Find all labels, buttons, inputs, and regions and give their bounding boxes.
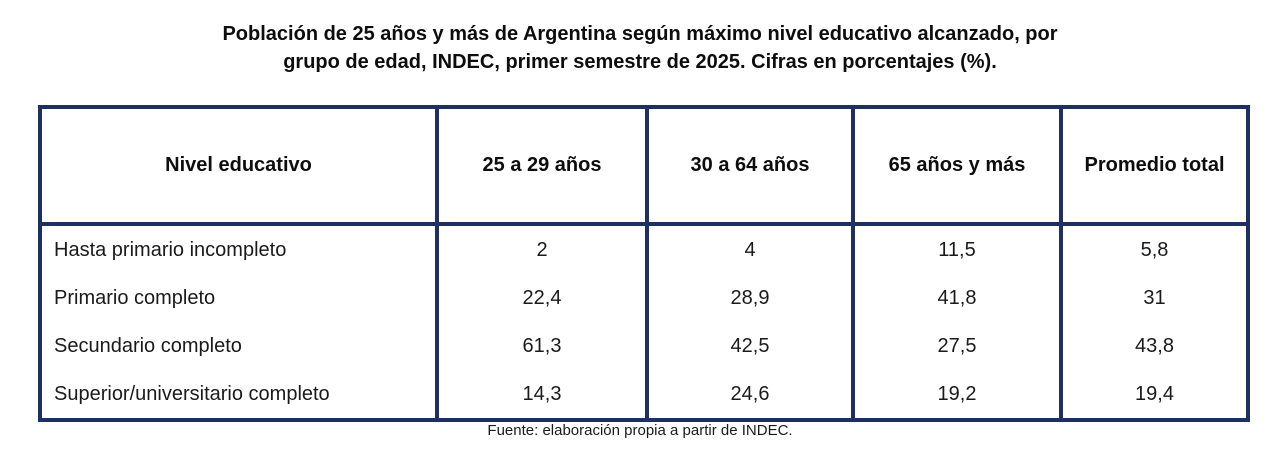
data-cell: 31 [1059, 274, 1246, 322]
source-note: Fuente: elaboración propia a partir de I… [487, 422, 793, 439]
table-row: Primario completo 22,4 28,9 41,8 31 [42, 274, 1246, 322]
data-cell: 61,3 [435, 322, 645, 370]
header-cell-30-64: 30 a 64 años [645, 109, 851, 226]
data-cell: 19,4 [1059, 370, 1246, 418]
education-levels-table: Nivel educativo 25 a 29 años 30 a 64 año… [38, 105, 1250, 422]
row-label: Superior/universitario completo [42, 370, 435, 418]
header-cell-65-mas: 65 años y más [851, 109, 1059, 226]
data-cell: 14,3 [435, 370, 645, 418]
row-label: Primario completo [42, 274, 435, 322]
data-cell: 42,5 [645, 322, 851, 370]
data-cell: 4 [645, 226, 851, 274]
table-row: Superior/universitario completo 14,3 24,… [42, 370, 1246, 418]
table-title-line-2: grupo de edad, INDEC, primer semestre de… [283, 51, 997, 73]
data-cell: 27,5 [851, 322, 1059, 370]
table-row: Hasta primario incompleto 2 4 11,5 5,8 [42, 226, 1246, 274]
data-cell: 11,5 [851, 226, 1059, 274]
table-title: Población de 25 años y más de Argentina … [0, 20, 1280, 76]
header-row: Nivel educativo 25 a 29 años 30 a 64 año… [42, 109, 1246, 226]
data-cell: 22,4 [435, 274, 645, 322]
data-cell: 19,2 [851, 370, 1059, 418]
row-label: Hasta primario incompleto [42, 226, 435, 274]
header-cell-promedio-total: Promedio total [1059, 109, 1246, 226]
table-row: Secundario completo 61,3 42,5 27,5 43,8 [42, 322, 1246, 370]
data-cell: 28,9 [645, 274, 851, 322]
data-cell: 41,8 [851, 274, 1059, 322]
header-cell-nivel-educativo: Nivel educativo [42, 109, 435, 226]
table-title-line-1: Población de 25 años y más de Argentina … [222, 23, 1058, 45]
data-cell: 2 [435, 226, 645, 274]
data-cell: 43,8 [1059, 322, 1246, 370]
header-cell-25-29: 25 a 29 años [435, 109, 645, 226]
data-cell: 24,6 [645, 370, 851, 418]
row-label: Secundario completo [42, 322, 435, 370]
data-cell: 5,8 [1059, 226, 1246, 274]
